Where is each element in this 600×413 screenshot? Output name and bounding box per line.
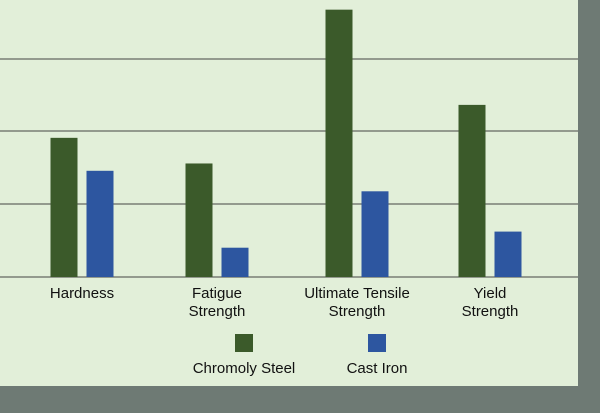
bars [50,9,522,277]
category-labels: Hardness Fatigue Strength Ultimate Tensile S… [50,285,518,320]
bar-cast-iron-1 [221,247,249,277]
category-label: Fatigue Strength [189,285,246,320]
frame-shadow-bottom [0,386,600,413]
legend-label-cast-iron: Cast Iron [347,360,408,377]
bar-chromoly-steel-1 [185,163,213,277]
bar-chart: Hardness Fatigue Strength Ultimate Tensile S… [0,9,578,377]
bar-chromoly-steel-3 [458,104,486,277]
category-label: Ultimate Tensile Strength [304,285,410,320]
bar-cast-iron-3 [494,231,522,277]
bar-chromoly-steel-0 [50,137,78,277]
category-label: Hardness [50,285,114,302]
bar-cast-iron-2 [361,191,389,277]
bar-cast-iron-0 [86,170,114,277]
frame-shadow-right [578,0,600,413]
legend-swatch-chromoly-steel [235,334,253,352]
legend-swatch-cast-iron [368,334,386,352]
category-label: Yield Strength [462,285,519,320]
bar-chromoly-steel-2 [325,9,353,277]
legend: Chromoly Steel Cast Iron [193,334,408,377]
legend-label-chromoly-steel: Chromoly Steel [193,360,296,377]
